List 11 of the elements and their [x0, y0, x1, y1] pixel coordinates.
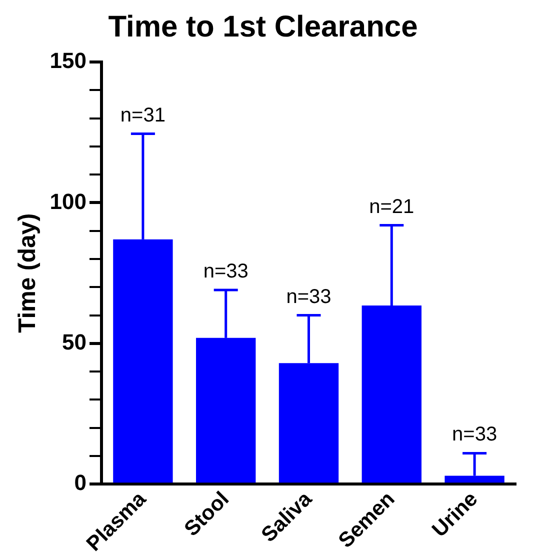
annotation: n=21	[369, 196, 414, 218]
y-tick-label: 100	[50, 188, 87, 214]
y-tick-label: 0	[74, 470, 87, 496]
annotation: n=33	[452, 424, 498, 446]
y-tick-label: 150	[50, 48, 87, 74]
y-axis-title: Time (day)	[14, 213, 42, 333]
annotation: n=33	[286, 286, 332, 308]
chart-title: Time to 1st Clearance	[108, 10, 418, 44]
annotation: n=31	[120, 104, 166, 126]
annotation: n=33	[203, 260, 248, 282]
y-tick-label: 50	[62, 330, 87, 355]
